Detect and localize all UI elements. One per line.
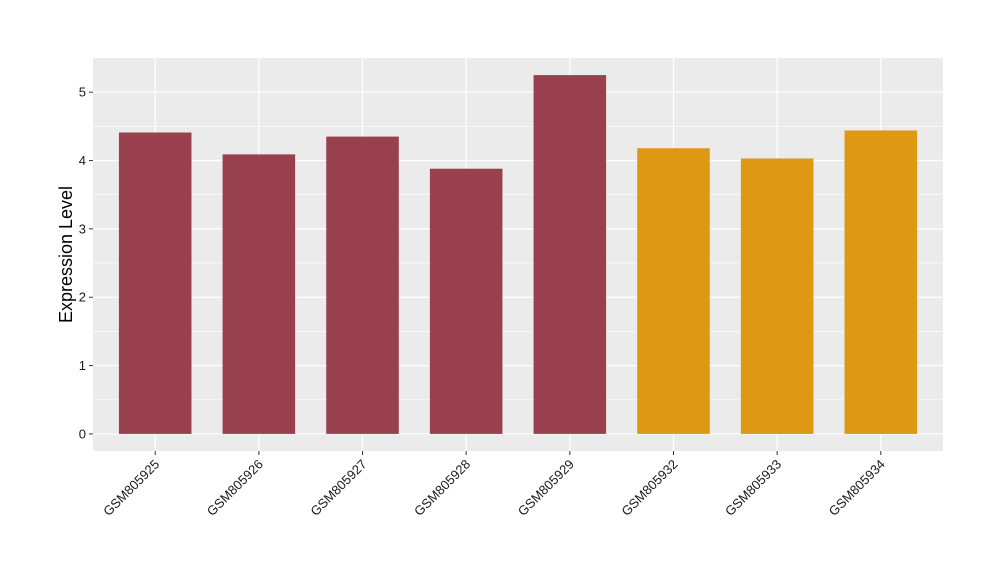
bar (326, 136, 399, 434)
bar (844, 130, 918, 434)
bar (533, 75, 607, 434)
x-tick-label: GSM805928 (411, 457, 473, 519)
x-tick-label: GSM805926 (204, 457, 266, 519)
y-tick-label: 5 (79, 85, 86, 100)
y-tick-label: 3 (79, 221, 86, 236)
y-axis-title: Expression Level (56, 186, 76, 323)
x-tick-label: GSM805925 (100, 457, 162, 519)
bar (740, 158, 814, 434)
y-tick-label: 2 (79, 290, 86, 305)
y-axis: 0 1 2 3 4 5 (79, 85, 93, 441)
bar (222, 154, 296, 434)
bars (118, 75, 918, 434)
x-tick-label: GSM805929 (515, 457, 577, 519)
bar (118, 132, 192, 434)
x-axis: GSM805925 GSM805926 GSM805927 GSM805928 GSM8… (100, 451, 888, 519)
x-tick-label: GSM805934 (826, 457, 888, 519)
plot-panel (93, 58, 943, 451)
x-tick-label: GSM805932 (618, 457, 680, 519)
bar (637, 148, 710, 434)
y-tick-label: 4 (79, 153, 86, 168)
x-tick-label: GSM805933 (722, 457, 784, 519)
y-tick-label: 1 (79, 358, 86, 373)
bar (429, 168, 503, 434)
x-tick-label: GSM805927 (307, 457, 369, 519)
y-tick-label: 0 (79, 426, 86, 441)
